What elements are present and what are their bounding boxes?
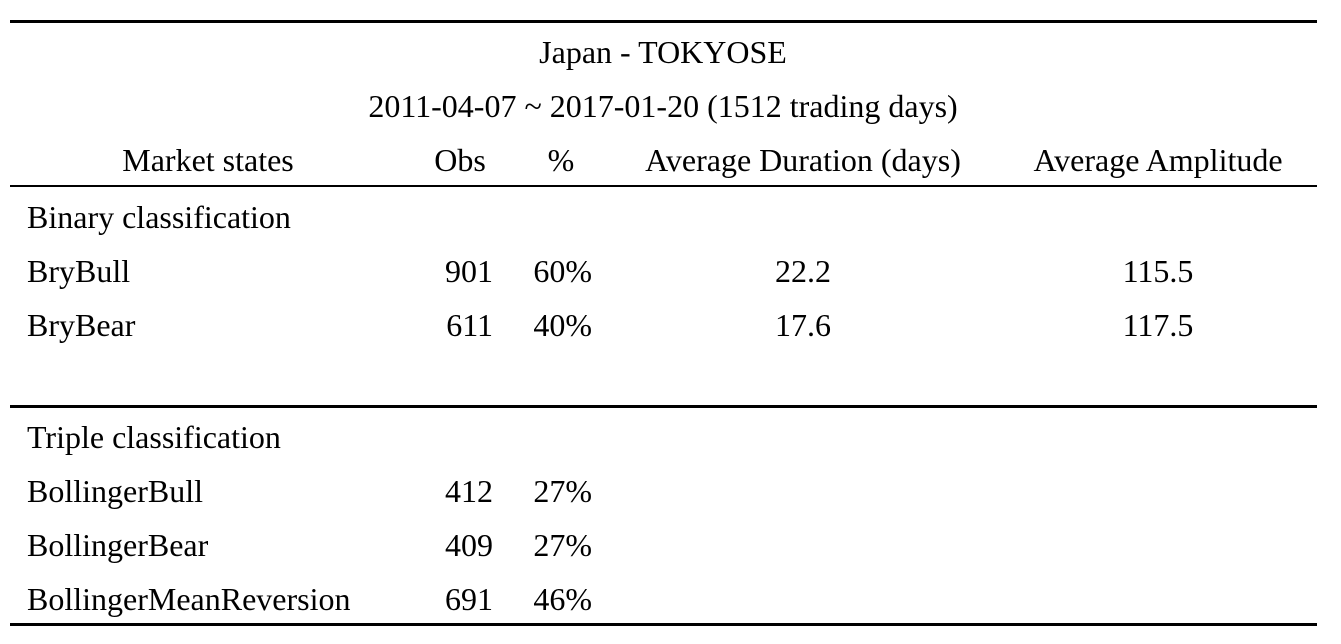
header-market-states: Market states [122, 142, 294, 178]
header-average-duration: Average Duration (days) [645, 142, 961, 178]
row-percent: 27% [533, 527, 592, 563]
top-rule [10, 20, 1317, 23]
row-obs: 691 [445, 581, 493, 617]
header-percent: % [547, 142, 575, 178]
row-percent: 27% [533, 473, 592, 509]
row-state: BollingerMeanReversion [27, 581, 351, 617]
section-heading-binary: Binary classification [27, 199, 291, 235]
table-title: Japan - TOKYOSE [539, 34, 787, 70]
row-obs: 901 [445, 253, 493, 289]
row-duration: 17.6 [775, 307, 831, 343]
row-amplitude: 115.5 [1122, 253, 1194, 289]
bottom-rule [10, 623, 1317, 626]
header-average-amplitude: Average Amplitude [1033, 142, 1283, 178]
row-state: BryBull [27, 253, 131, 289]
row-state: BryBear [27, 307, 136, 343]
row-state: BollingerBear [27, 527, 209, 563]
row-obs: 412 [445, 473, 493, 509]
header-obs: Obs [434, 142, 486, 178]
row-duration: 22.2 [775, 253, 831, 289]
row-state: BollingerBull [27, 473, 203, 509]
row-percent: 46% [533, 581, 592, 617]
row-percent: 40% [533, 307, 592, 343]
row-amplitude: 117.5 [1122, 307, 1194, 343]
table-subtitle: 2011-04-07 ~ 2017-01-20 (1512 trading da… [368, 88, 958, 124]
header-rule [10, 185, 1317, 187]
section-rule [10, 405, 1317, 408]
row-obs: 611 [446, 307, 493, 343]
section-heading-triple: Triple classification [27, 419, 281, 455]
row-obs: 409 [445, 527, 493, 563]
row-percent: 60% [533, 253, 592, 289]
